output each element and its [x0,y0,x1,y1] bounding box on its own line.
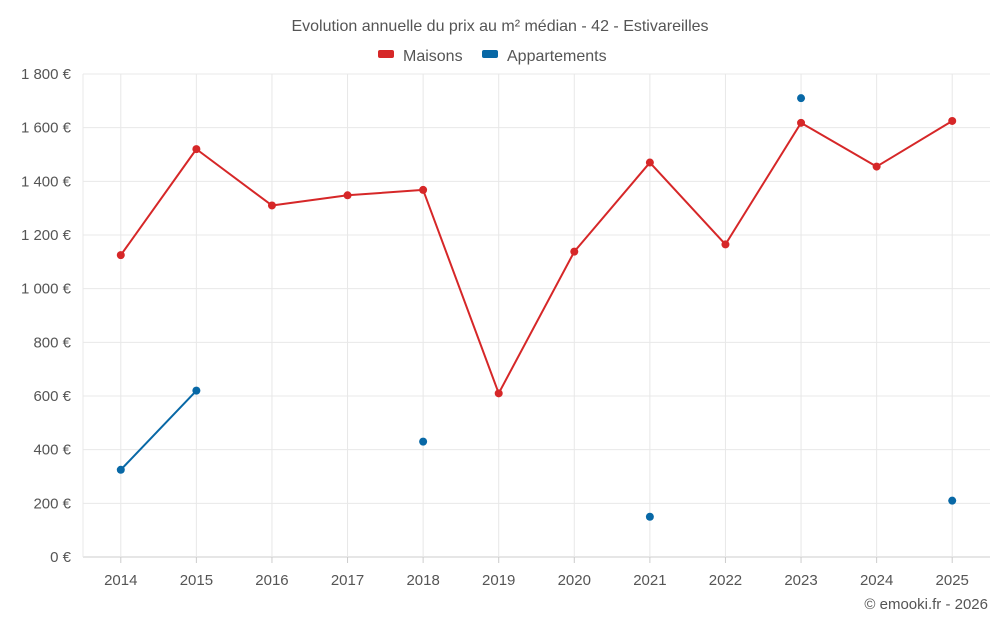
chart-title: Evolution annuelle du prix au m² médian … [291,18,708,35]
data-point-appartements-2021[interactable] [645,512,654,521]
series-appartements [116,94,957,521]
x-tick-label: 2016 [255,572,288,589]
series-line-segment-maisons [573,161,651,253]
y-tick-label: 200 € [33,495,71,512]
data-point-maisons-2022[interactable] [721,240,730,249]
x-tick-label: 2014 [104,572,137,589]
series [116,94,957,521]
data-point-maisons-2015[interactable] [192,145,201,154]
x-tick-label: 2023 [784,572,817,589]
y-tick-label: 600 € [33,388,71,405]
data-point-appartements-2025[interactable] [948,496,957,505]
series-line-segment-maisons [648,161,727,246]
y-tick-label: 1 000 € [21,281,72,298]
x-tick-label: 2024 [860,572,893,589]
series-line-segment-maisons [422,188,500,395]
data-point-appartements-2018[interactable] [419,437,428,446]
data-point-maisons-2014[interactable] [116,251,125,260]
y-tick-label: 1 200 € [21,227,72,244]
y-tick-label: 0 € [50,549,72,566]
data-point-maisons-2021[interactable] [645,158,654,167]
series-line-segment-maisons [119,148,198,257]
y-tick-label: 800 € [33,334,71,351]
data-point-appartements-2023[interactable] [797,94,806,103]
y-axis: 0 € 200 € 400 € 600 € 800 € 1 000 € 1 200 € 1 4… [21,66,72,566]
y-tick-label: 1 800 € [21,66,72,83]
data-point-maisons-2020[interactable] [570,247,579,256]
y-tick-label: 400 € [33,442,71,459]
data-point-maisons-2019[interactable] [494,389,503,398]
series-line-segment-maisons [800,121,878,168]
legend-label-maisons: Maisons [403,48,463,65]
legend-label-appartements: Appartements [507,48,607,65]
y-tick-label: 1 600 € [21,120,72,137]
x-tick-label: 2020 [558,572,591,589]
data-point-maisons-2016[interactable] [267,201,276,210]
y-tick-label: 1 400 € [21,173,72,190]
data-point-maisons-2023[interactable] [797,118,806,127]
x-tick-label: 2025 [936,572,969,589]
legend[interactable]: Maisons Appartements [378,48,607,65]
credit-text: © emooki.fr - 2026 [864,596,988,613]
series-line-segment-appartements [119,389,198,471]
series-line-segment-maisons [195,148,273,207]
legend-swatch-appartements [482,50,498,58]
x-tick-label: 2015 [180,572,213,589]
series-line-segment-maisons [875,119,954,168]
data-point-maisons-2017[interactable] [343,191,352,200]
series-line-segment-maisons [497,250,576,395]
data-point-maisons-2018[interactable] [419,185,428,194]
data-point-maisons-2025[interactable] [948,116,957,125]
series-line-segment-maisons [346,188,425,197]
x-tick-label: 2018 [406,572,439,589]
data-point-appartements-2014[interactable] [116,465,125,474]
x-axis: 2014 2015 2016 2017 2018 2019 2020 2021 2022 2023… [104,557,969,589]
grid [82,73,990,558]
x-tick-label: 2021 [633,572,666,589]
series-line-segment-maisons [270,194,349,207]
legend-item-maisons[interactable]: Maisons [378,48,463,65]
data-point-maisons-2024[interactable] [872,162,881,171]
x-tick-label: 2019 [482,572,515,589]
legend-item-appartements[interactable]: Appartements [482,48,607,65]
data-point-appartements-2015[interactable] [192,386,201,395]
series-line-segment-maisons [724,121,803,246]
series-maisons [116,116,957,398]
x-tick-label: 2017 [331,572,364,589]
x-tick-label: 2022 [709,572,742,589]
legend-swatch-maisons [378,50,394,58]
